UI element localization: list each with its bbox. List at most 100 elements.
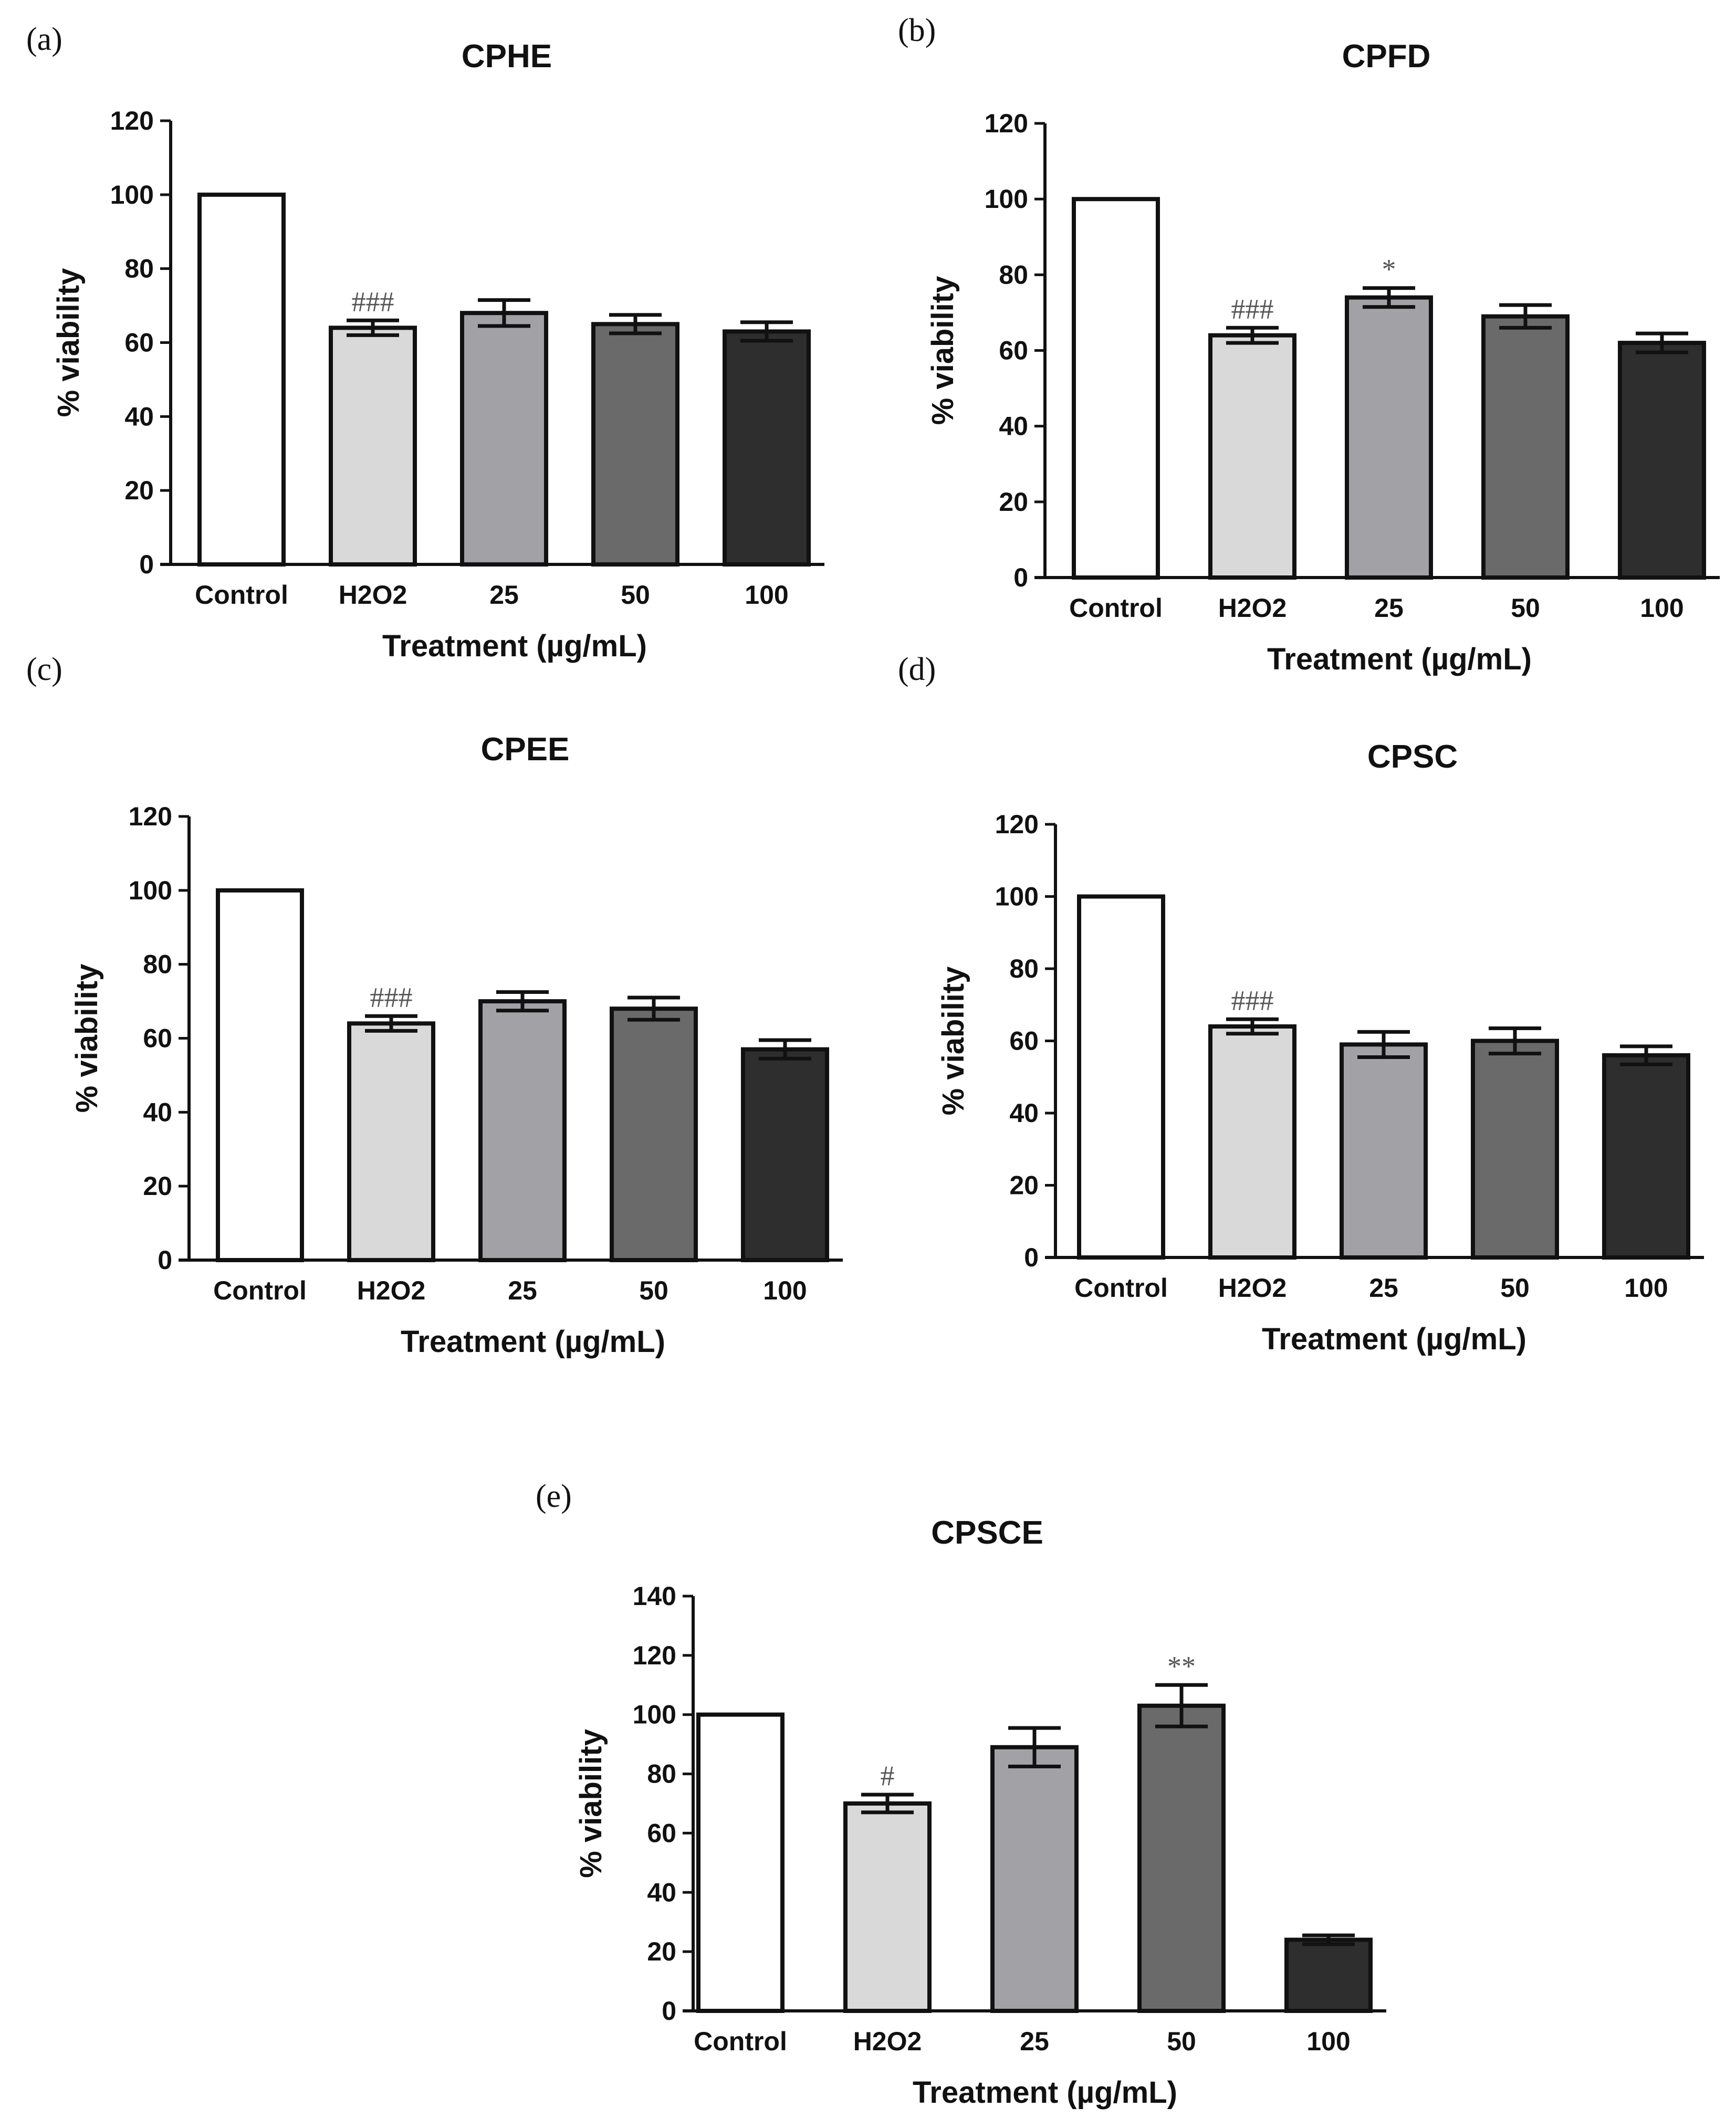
x-tick-label: 100 [1624, 1273, 1668, 1303]
y-tick-label: 60 [143, 1024, 172, 1053]
y-tick-label: 0 [1013, 563, 1028, 592]
y-tick-label: 40 [999, 412, 1028, 441]
x-tick-label: H2O2 [853, 2027, 922, 2056]
x-tick-label: 25 [1374, 593, 1404, 623]
y-axis-label: % viability [70, 964, 104, 1113]
y-tick-label: 20 [124, 476, 154, 505]
y-axis-label: % viability [574, 1729, 608, 1878]
bar-control [696, 1712, 785, 2014]
x-tick-label: 50 [1500, 1273, 1530, 1303]
bar-h2o2 [1208, 1024, 1296, 1260]
x-tick-label: H2O2 [357, 1276, 426, 1305]
y-tick-label: 40 [124, 402, 154, 431]
y-tick-label: 120 [129, 802, 172, 831]
y-tick-label: 80 [1009, 954, 1039, 983]
chart-title: CPSC [1367, 739, 1458, 775]
y-tick-label: 0 [662, 1996, 676, 2026]
panel-label: (b) [898, 13, 936, 48]
panel-label: (a) [26, 22, 62, 57]
chart-title: CPFD [1342, 38, 1431, 75]
bar-25 [1345, 295, 1433, 580]
bar-50 [610, 1006, 698, 1262]
significance-label: ### [352, 286, 394, 317]
bar-50 [1471, 1039, 1559, 1260]
x-tick-label: 25 [1020, 2027, 1049, 2056]
chart-panel-cphe: (a) CPHE 0 20 40 60 80 100 120 % viability Control… [26, 22, 824, 663]
y-tick-label: 0 [139, 550, 154, 579]
bar-50 [1481, 314, 1570, 580]
y-axis-label: % viability [936, 967, 970, 1116]
bar-h2o2 [843, 1801, 932, 2013]
bar-25 [478, 999, 567, 1263]
y-tick-label: 40 [1009, 1098, 1039, 1128]
y-tick-label: 120 [110, 106, 154, 135]
x-tick-label: Control [1074, 1273, 1168, 1303]
x-tick-label: Control [195, 580, 288, 610]
y-tick-label: 100 [129, 876, 172, 905]
x-tick-label: Control [213, 1276, 307, 1305]
bar-25 [460, 311, 548, 567]
x-tick-label: 50 [621, 580, 650, 610]
chart-title: CPSCE [931, 1515, 1043, 1551]
y-tick-label: 80 [143, 950, 172, 979]
bar-100 [741, 1047, 829, 1262]
x-tick-label: Control [694, 2027, 787, 2056]
y-tick-label: 60 [124, 328, 154, 358]
y-tick-label: 20 [999, 487, 1028, 517]
x-axis-label: Treatment (µg/mL) [382, 629, 647, 663]
x-tick-label: 25 [489, 580, 519, 610]
chart-title: CPHE [462, 38, 552, 75]
y-tick-label: 60 [647, 1818, 676, 1848]
panel-label: (d) [898, 652, 936, 687]
y-axis-label: % viability [51, 268, 86, 417]
y-tick-label: 100 [633, 1700, 676, 1729]
x-axis-label: Treatment (µg/mL) [1267, 642, 1532, 676]
chart-title: CPEE [481, 731, 570, 768]
chart-panel-cpfd: (b) CPFD 0 20 40 60 80 100 120 % viability Control… [898, 13, 1720, 676]
y-tick-label: 120 [995, 810, 1039, 839]
y-tick-label: 0 [1024, 1243, 1039, 1272]
bar-h2o2 [1208, 333, 1296, 580]
bar-50 [591, 322, 679, 567]
bar-25 [1340, 1042, 1428, 1260]
y-tick-label: 40 [143, 1097, 172, 1127]
bar-control [1077, 894, 1165, 1260]
y-tick-label: 120 [985, 109, 1028, 138]
x-tick-label: 50 [1167, 2027, 1196, 2056]
x-tick-label: 100 [745, 580, 788, 610]
x-axis-label: Treatment (µg/mL) [401, 1325, 665, 1359]
y-tick-label: 80 [124, 254, 154, 284]
y-tick-label: 60 [1009, 1026, 1039, 1056]
bar-25 [990, 1745, 1079, 2013]
x-tick-label: H2O2 [339, 580, 407, 610]
bar-100 [1618, 341, 1706, 580]
y-tick-label: 20 [647, 1937, 676, 1966]
y-tick-label: 60 [999, 336, 1028, 365]
y-tick-label: 140 [633, 1581, 676, 1611]
significance-label: # [881, 1760, 895, 1791]
y-tick-label: 20 [1009, 1171, 1039, 1200]
x-tick-label: 100 [1640, 593, 1683, 623]
x-tick-label: Control [1069, 593, 1163, 623]
bar-h2o2 [329, 326, 417, 567]
y-tick-label: 40 [647, 1878, 676, 1907]
x-tick-label: 100 [763, 1276, 807, 1305]
panel-label: (e) [536, 1479, 572, 1514]
y-tick-label: 100 [110, 180, 154, 209]
significance-label: ### [370, 981, 413, 1013]
significance-label: ### [1231, 293, 1274, 324]
x-tick-label: H2O2 [1218, 593, 1287, 623]
y-tick-label: 80 [999, 260, 1028, 289]
x-tick-label: 25 [1369, 1273, 1398, 1303]
y-tick-label: 100 [985, 184, 1028, 214]
y-axis-label: % viability [926, 276, 960, 425]
chart-panel-cpsce: (e) CPSCE 0 20 40 60 80 100 120 140 % viability Con… [536, 1479, 1386, 2110]
significance-label: * [1382, 254, 1396, 285]
bar-100 [723, 329, 811, 567]
significance-label: ### [1231, 984, 1274, 1016]
y-tick-label: 120 [633, 1641, 676, 1670]
bar-50 [1137, 1703, 1226, 2013]
y-tick-label: 0 [158, 1245, 172, 1275]
bar-100 [1602, 1053, 1690, 1260]
